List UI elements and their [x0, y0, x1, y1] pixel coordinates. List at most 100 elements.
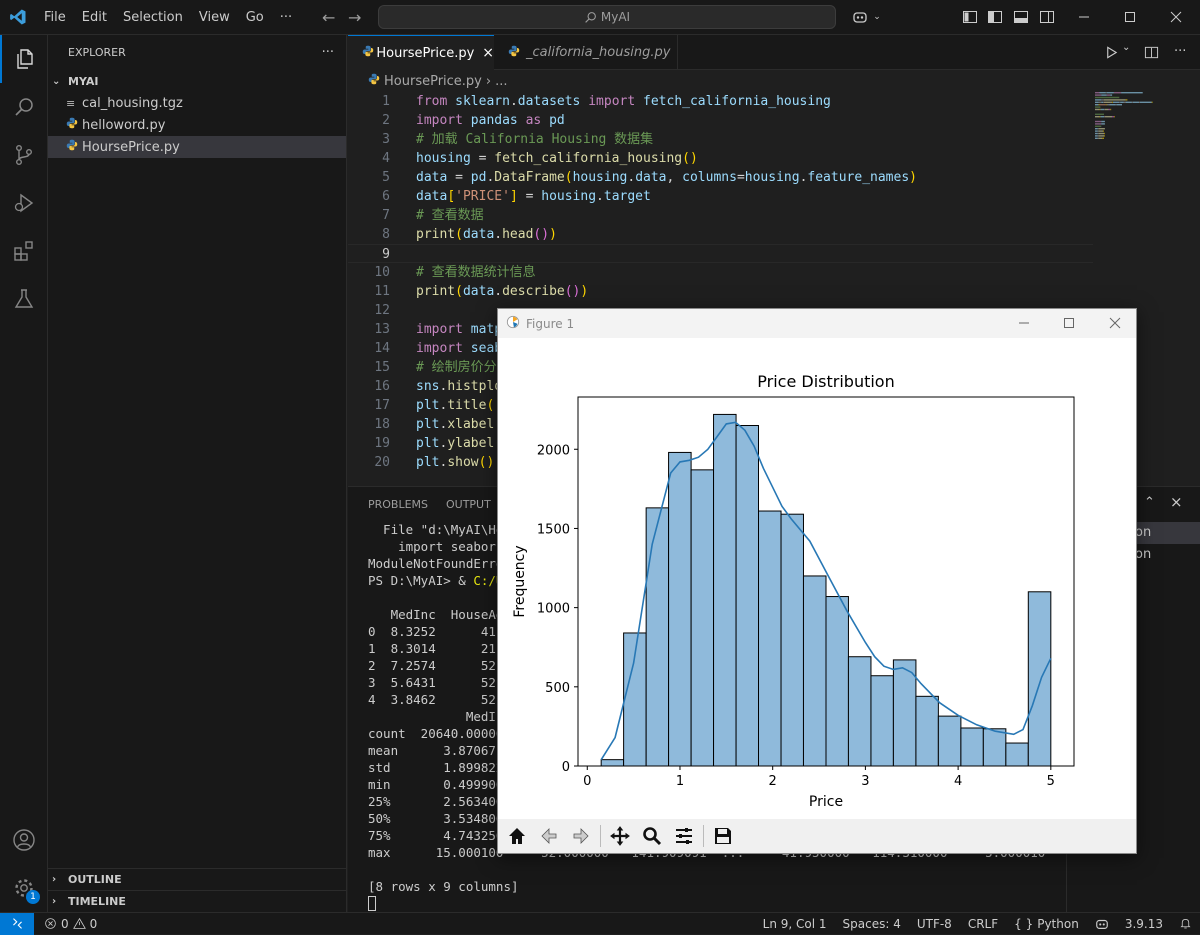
timeline-section[interactable]: › TIMELINE: [48, 890, 347, 912]
python-version[interactable]: 3.9.13: [1124, 916, 1163, 931]
breadcrumb-file[interactable]: HoursePrice.py: [384, 73, 482, 89]
terminal-list-item[interactable]: on: [1075, 544, 1200, 566]
cursor-position[interactable]: Ln 9, Col 1: [762, 916, 827, 931]
account-icon[interactable]: [0, 816, 48, 864]
notifications-bell-icon[interactable]: [1171, 917, 1200, 930]
tab-california-housing[interactable]: _california_housing.py: [494, 35, 678, 70]
code-line[interactable]: 15 # 绘制房价分: [348, 358, 1093, 377]
maximize-icon[interactable]: [1122, 9, 1138, 25]
menu-file[interactable]: File: [44, 9, 66, 25]
code-line[interactable]: 8 print(data.head()): [348, 225, 1093, 244]
encoding[interactable]: UTF-8: [916, 916, 952, 931]
command-center-search[interactable]: MyAI: [378, 5, 836, 29]
toggle-sidebar-icon[interactable]: [987, 9, 1003, 25]
tab-output[interactable]: OUTPUT: [446, 498, 491, 511]
copilot-icon[interactable]: [848, 9, 872, 25]
terminal-line: MedInc HouseAge: [368, 607, 511, 622]
file-item[interactable]: helloword.py: [48, 114, 346, 136]
file-name: HoursePrice.py: [82, 139, 180, 155]
code-line[interactable]: 20 plt.show(): [348, 453, 1093, 472]
code-line[interactable]: 11 print(data.describe()): [348, 282, 1093, 301]
outline-section[interactable]: › OUTLINE: [48, 868, 347, 890]
code-line[interactable]: 5 data = pd.DataFrame(housing.data, colum…: [348, 168, 1093, 187]
folder-root[interactable]: ⌄ MYAI: [48, 70, 346, 92]
chevron-up-icon[interactable]: ⌃: [1144, 495, 1155, 510]
code-line[interactable]: 3 # 加载 California Housing 数据集: [348, 130, 1093, 149]
code-line[interactable]: 14 import seab: [348, 339, 1093, 358]
chevron-down-icon[interactable]: ⌄: [873, 12, 881, 22]
breadcrumb-symbol[interactable]: ...: [495, 73, 508, 89]
code-line[interactable]: 6 data['PRICE'] = housing.target: [348, 187, 1093, 206]
indentation[interactable]: Spaces: 4: [842, 916, 901, 931]
menu-selection[interactable]: Selection: [122, 9, 183, 25]
run-python-icon[interactable]: [1104, 45, 1119, 64]
back-arrow-icon[interactable]: ←: [322, 8, 336, 27]
forward-arrow-icon[interactable]: →: [348, 8, 362, 27]
minimap-token: [1097, 128, 1099, 130]
tab-hourseprice[interactable]: HoursePrice.py ×: [348, 35, 494, 70]
testing-flask-icon[interactable]: [0, 275, 48, 323]
explorer-more-button[interactable]: ···: [321, 45, 334, 60]
minimap-token: [1108, 108, 1111, 111]
figure-minimize-icon[interactable]: [1016, 315, 1032, 334]
forward-icon[interactable]: [568, 823, 594, 849]
breadcrumb: HoursePrice.py › ...: [348, 70, 1200, 92]
code-line[interactable]: 2 import pandas as pd: [348, 111, 1093, 130]
matplotlib-figure-window[interactable]: Figure 1 0 1 2 3 4 5 0 500 1000 1500 2000 Price Dis…: [497, 308, 1137, 854]
minimize-icon[interactable]: [1076, 9, 1092, 25]
menu-go[interactable]: Go: [245, 9, 264, 25]
figure-close-icon[interactable]: [1107, 315, 1123, 334]
code-line[interactable]: 10 # 查看数据统计信息: [348, 263, 1093, 282]
search-icon[interactable]: [0, 83, 48, 131]
split-editor-icon[interactable]: [1144, 45, 1159, 64]
panel-close-icon[interactable]: ×: [1170, 493, 1183, 511]
close-icon[interactable]: [1168, 9, 1184, 25]
code-line[interactable]: 9: [348, 244, 1093, 263]
end-of-line[interactable]: CRLF: [967, 916, 999, 931]
save-icon[interactable]: [710, 823, 736, 849]
toggle-secondary-sidebar-icon[interactable]: [1039, 9, 1055, 25]
code-line[interactable]: 16 sns.histplo: [348, 377, 1093, 396]
customize-layout-icon[interactable]: [962, 9, 978, 25]
toggle-panel-icon[interactable]: [1013, 9, 1029, 25]
menu-view[interactable]: View: [198, 9, 230, 25]
zoom-icon[interactable]: [639, 823, 665, 849]
copilot-status[interactable]: [1087, 917, 1117, 931]
back-icon[interactable]: [536, 823, 562, 849]
minimap-token: [1115, 104, 1117, 106]
menu-more[interactable]: ···: [279, 9, 293, 25]
explorer-icon[interactable]: [0, 35, 48, 83]
configure-icon[interactable]: [671, 823, 697, 849]
tab-problems[interactable]: PROBLEMS: [368, 498, 429, 511]
terminal-line: [8 rows x 9 columns]: [368, 879, 519, 894]
code-line[interactable]: 12: [348, 301, 1093, 320]
source-control-icon[interactable]: [0, 131, 48, 179]
figure-maximize-icon[interactable]: [1061, 315, 1077, 334]
problems-indicator[interactable]: 0 0: [36, 917, 105, 931]
code-line[interactable]: 7 # 查看数据: [348, 206, 1093, 225]
settings-gear-icon[interactable]: 1: [0, 864, 48, 912]
run-chevron-down-icon[interactable]: ⌄: [1122, 42, 1131, 53]
file-item[interactable]: ≡ cal_housing.tgz: [48, 92, 346, 114]
run-debug-icon[interactable]: [0, 179, 48, 227]
code-line[interactable]: 4 housing = fetch_california_housing(): [348, 149, 1093, 168]
pan-icon[interactable]: [607, 823, 633, 849]
language-mode[interactable]: { } Python: [1006, 917, 1087, 931]
code-line[interactable]: 17 plt.title(: [348, 396, 1093, 415]
file-item-selected[interactable]: HoursePrice.py: [48, 136, 346, 158]
menu-edit[interactable]: Edit: [81, 9, 107, 25]
code-token: # 查看数据统计信息: [416, 265, 536, 280]
remote-indicator[interactable]: [0, 912, 34, 935]
tab-close-icon[interactable]: ×: [482, 45, 494, 61]
language-label: Python: [1037, 916, 1079, 931]
minimap[interactable]: [1095, 92, 1185, 152]
code-line[interactable]: 13 import matp: [348, 320, 1093, 339]
code-line[interactable]: 1 from sklearn.datasets import fetch_cali…: [348, 92, 1093, 111]
minimap-token: [1131, 101, 1133, 103]
code-line[interactable]: 18 plt.xlabel(: [348, 415, 1093, 434]
extensions-icon[interactable]: [0, 227, 48, 275]
editor-more-button[interactable]: ···: [1174, 44, 1187, 59]
minimap-token: [1095, 116, 1100, 118]
home-icon[interactable]: [504, 823, 530, 849]
code-token: # 查看数据: [416, 208, 484, 223]
